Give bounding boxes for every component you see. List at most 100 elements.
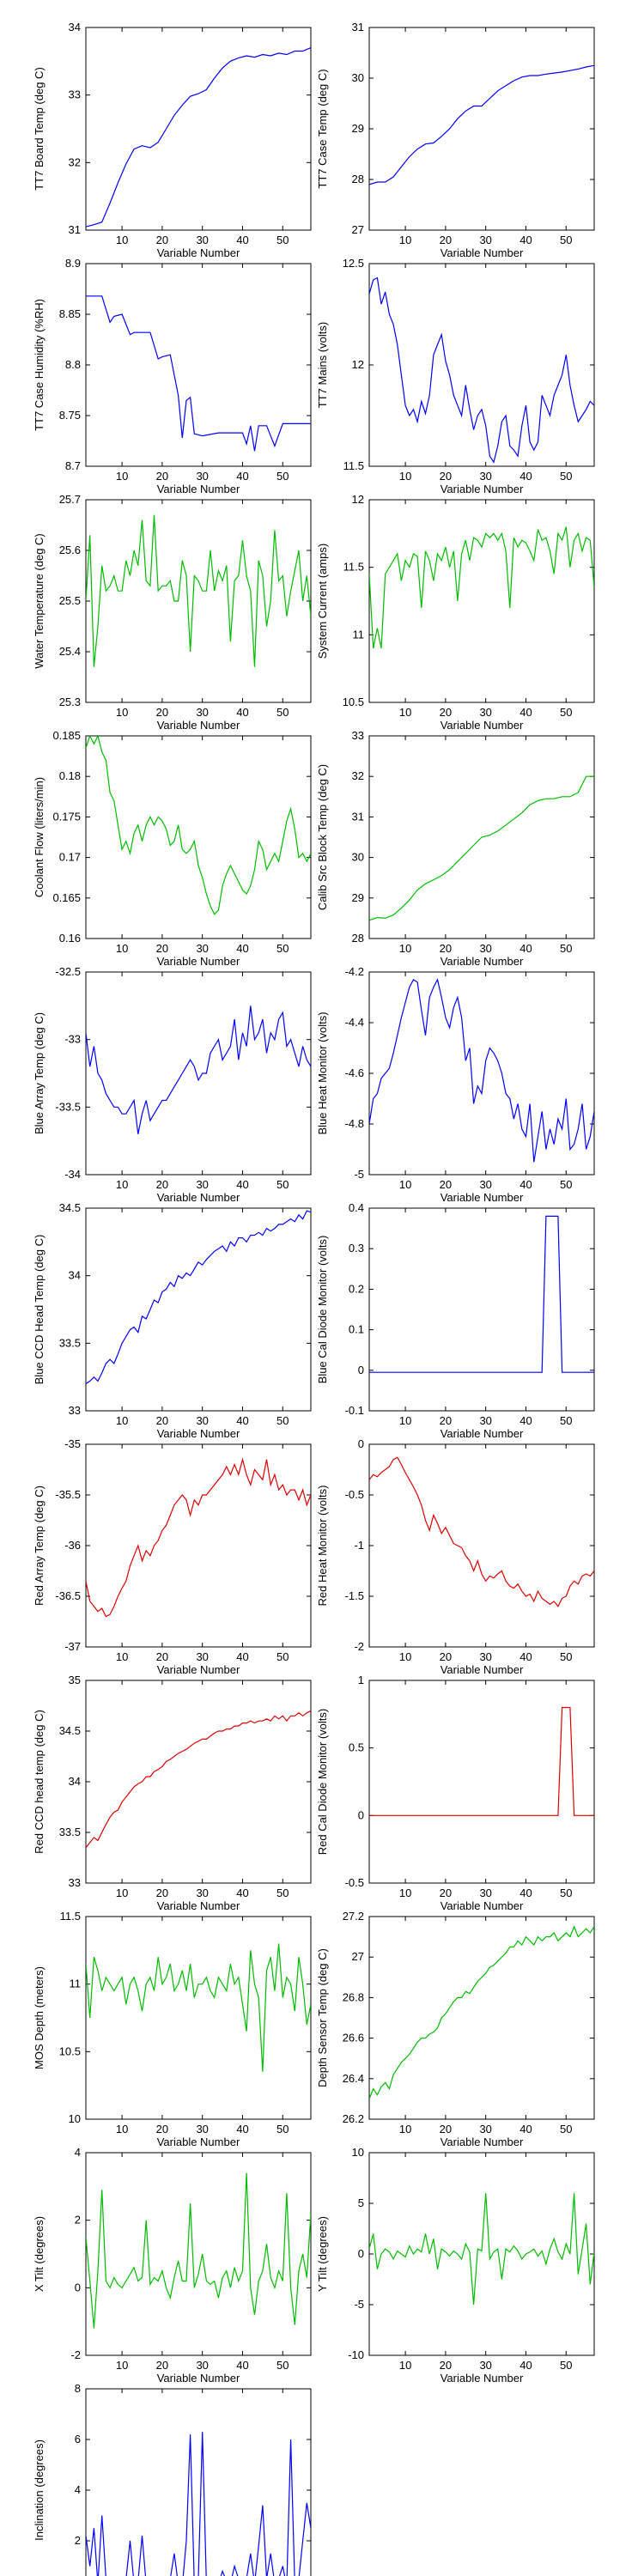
chart-16-xlabel: Variable Number: [440, 1899, 524, 1912]
chart-18: 10 20 30 40 50 26.2 26.4 26.6 26.8 27 27.2 Variable…: [316, 1910, 595, 2148]
chart-15-xtick-label: 50: [276, 1886, 289, 1899]
chart-14-xtick-label: 50: [560, 1650, 572, 1663]
chart-7-ytick-label: 0.185: [52, 729, 81, 742]
chart-5-ytick-label: 25.5: [59, 594, 81, 607]
chart-3-xtick-label: 50: [276, 470, 289, 483]
chart-16-ytick-label: 1: [358, 1674, 364, 1686]
chart-20-xlabel: Variable Number: [440, 2372, 524, 2385]
chart-3-ytick-label: 8.85: [59, 307, 81, 320]
chart-4-ytick-label: 12.5: [343, 257, 364, 270]
chart-12-plot-frame: [368, 1207, 595, 1412]
chart-15-ylabel: Red CCD head temp (deg C): [33, 1710, 46, 1854]
chart-10-ytick-label: -4.4: [345, 1016, 364, 1029]
chart-15-xtick-label: 40: [236, 1886, 248, 1899]
chart-17-ytick-label: 11.5: [60, 1910, 81, 1923]
chart-11-xlabel: Variable Number: [157, 1427, 240, 1440]
chart-7: 10 20 30 40 50 0.16 0.165 0.17 0.175 0.18 0.185 Var…: [33, 729, 312, 968]
chart-12-xtick-label: 50: [560, 1414, 572, 1427]
chart-15-ytick-label: 33.5: [59, 1826, 81, 1838]
chart-8-ytick-label: 28: [352, 932, 364, 945]
chart-1-ytick-label: 33: [69, 88, 81, 101]
chart-16-ytick-label: 0.5: [349, 1741, 364, 1754]
chart-14-xtick-label: 40: [519, 1650, 532, 1663]
chart-10-ylabel: Blue Heat Monitor (volts): [316, 1012, 329, 1134]
chart-17-ylabel: MOS Depth (meters): [33, 1966, 46, 2069]
chart-9-ylabel: Blue Array Temp (deg C): [33, 1012, 46, 1134]
chart-14-ytick-label: -0.5: [345, 1488, 364, 1501]
chart-21-ytick-label: 2: [75, 2534, 81, 2547]
chart-7-ylabel: Coolant Flow (liters/min): [33, 777, 46, 897]
chart-13-xtick-label: 10: [116, 1650, 128, 1663]
chart-5-xlabel: Variable Number: [157, 719, 240, 732]
chart-8-plot-frame: [368, 735, 595, 939]
chart-16-plot-frame: [368, 1680, 595, 1884]
chart-18-ytick-label: 26.8: [343, 1990, 364, 2003]
chart-6-xtick-label: 40: [519, 706, 532, 719]
chart-12-xtick-label: 20: [440, 1414, 452, 1427]
chart-1-ytick-label: 32: [69, 155, 81, 168]
chart-8-ytick-label: 31: [352, 810, 364, 823]
chart-15-ytick-label: 33: [69, 1876, 81, 1889]
chart-10-xtick-label: 50: [560, 1178, 572, 1191]
chart-12-xtick-label: 30: [479, 1414, 491, 1427]
chart-10-ytick-label: -4.2: [345, 965, 364, 978]
chart-3-plot-frame: [85, 263, 312, 467]
chart-6-xtick-label: 10: [399, 706, 411, 719]
chart-18-ylabel: Depth Sensor Temp (deg C): [316, 1948, 329, 2087]
chart-2-xtick-label: 10: [399, 234, 411, 246]
chart-17-ytick-label: 10: [69, 2112, 81, 2125]
chart-7-ytick-label: 0.175: [52, 810, 81, 823]
chart-16-xtick-label: 50: [560, 1886, 572, 1899]
chart-4-xtick-label: 50: [560, 470, 572, 483]
chart-11-xtick-label: 40: [236, 1414, 248, 1427]
chart-2-ytick-label: 29: [352, 122, 364, 135]
chart-18-series-line: [369, 1925, 594, 2099]
chart-13-ytick-label: -36: [64, 1539, 81, 1552]
chart-7-xtick-label: 10: [116, 942, 128, 955]
chart-16-ytick-label: 0: [358, 1808, 364, 1821]
chart-1-xtick-label: 50: [276, 234, 289, 246]
chart-9-ytick-label: -34: [64, 1168, 81, 1181]
chart-17-series-line: [86, 1943, 311, 2072]
chart-18-ytick-label: 27.2: [343, 1910, 364, 1923]
chart-19-plot-frame: [85, 2152, 312, 2356]
chart-17-xtick-label: 50: [276, 2123, 289, 2136]
chart-1: 10 20 30 40 50 31 32 33 34 Variable Number TT7 Boa…: [33, 21, 312, 259]
chart-3-ytick-label: 8.7: [65, 459, 81, 472]
chart-11-ytick-label: 34.5: [59, 1201, 81, 1214]
chart-18-xtick-label: 50: [560, 2123, 572, 2136]
chart-6-ylabel: System Current (amps): [316, 544, 329, 659]
chart-12-xlabel: Variable Number: [440, 1427, 524, 1440]
chart-15-series-line: [86, 1710, 311, 1849]
chart-11-ytick-label: 33: [69, 1404, 81, 1417]
chart-21-ytick-label: 6: [75, 2433, 81, 2445]
chart-2-plot-frame: [368, 27, 595, 231]
chart-6: 10 20 30 40 50 10.5 11 11.5 12 Variable Number Sys…: [316, 493, 595, 732]
chart-6-ytick-label: 11.5: [343, 561, 364, 574]
chart-17-ytick-label: 10.5: [59, 2044, 81, 2057]
chart-20-ytick-label: 0: [358, 2247, 364, 2260]
chart-12-ytick-label: 0.3: [349, 1242, 364, 1255]
chart-12-ytick-label: -0.1: [345, 1404, 364, 1417]
chart-2: 10 20 30 40 50 27 28 29 30 31 Variable Number TT7 C…: [316, 21, 595, 259]
chart-10-ytick-label: -4.6: [345, 1066, 364, 1079]
chart-16-series-line: [369, 1706, 594, 1816]
chart-16-ylabel: Red Cal Diode Monitor (volts): [316, 1709, 329, 1856]
chart-9: 10 20 30 40 50 -34 -33.5 -33 -32.5 Variable Numbe…: [33, 965, 312, 1204]
chart-13-xtick-label: 50: [276, 1650, 289, 1663]
chart-20-series-line: [369, 2193, 594, 2306]
chart-14-xtick-label: 10: [399, 1650, 411, 1663]
chart-13-xtick-label: 40: [236, 1650, 248, 1663]
chart-5-ytick-label: 25.4: [59, 645, 81, 658]
chart-6-ytick-label: 12: [352, 493, 364, 506]
chart-18-xtick-label: 40: [519, 2123, 532, 2136]
chart-3-xtick-label: 30: [196, 470, 208, 483]
chart-15-plot-frame: [85, 1680, 312, 1884]
chart-17: 10 20 30 40 50 10 10.5 11 11.5 Variable Number MOS…: [33, 1910, 312, 2148]
chart-20-ytick-label: -5: [354, 2298, 364, 2311]
chart-10-series-line: [369, 978, 594, 1163]
chart-17-xtick-label: 30: [196, 2123, 208, 2136]
chart-8-series-line: [369, 775, 594, 921]
chart-12-ytick-label: 0.1: [349, 1323, 364, 1336]
